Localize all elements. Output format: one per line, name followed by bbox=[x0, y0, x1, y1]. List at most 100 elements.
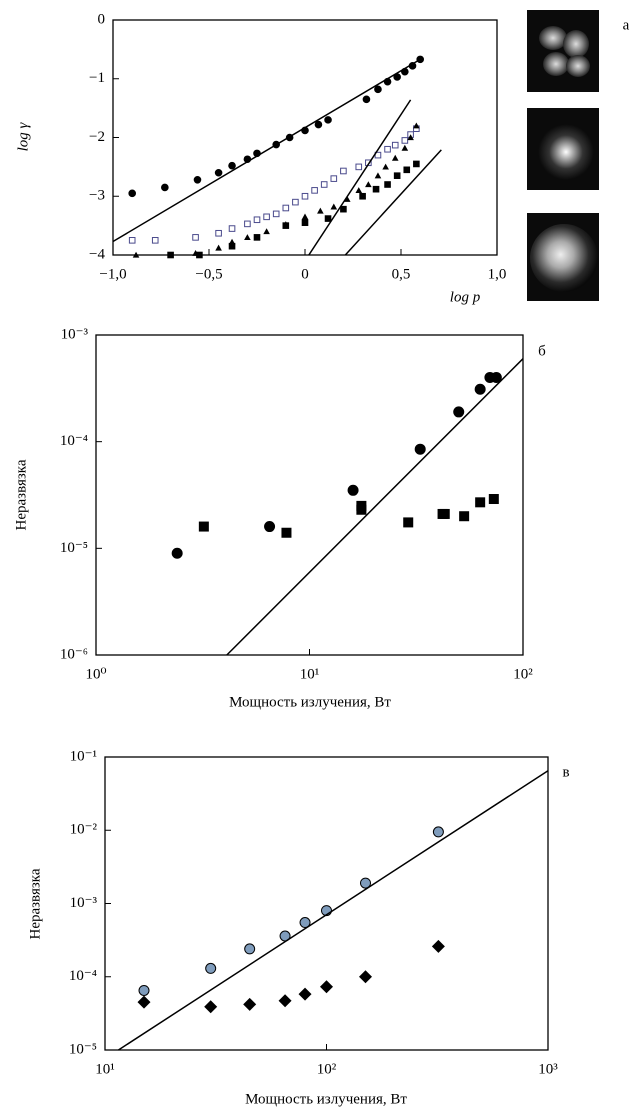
point bbox=[362, 95, 371, 104]
point bbox=[171, 547, 183, 559]
point bbox=[384, 181, 391, 188]
plot-frame bbox=[95, 334, 524, 656]
point bbox=[272, 210, 280, 218]
x-tick-label: 10² bbox=[513, 666, 533, 682]
y-tick-label: 10⁻⁴ bbox=[60, 433, 88, 449]
point bbox=[298, 987, 312, 1001]
x-tick-label: 10³ bbox=[538, 1061, 558, 1077]
y-tick-label: 10⁻⁶ bbox=[60, 646, 88, 662]
point bbox=[475, 497, 486, 508]
point bbox=[299, 917, 311, 929]
point bbox=[340, 205, 347, 213]
x-tick-label: 0 bbox=[301, 266, 309, 282]
point bbox=[324, 116, 332, 124]
point bbox=[282, 204, 290, 212]
point bbox=[161, 183, 169, 192]
panel-label: в bbox=[562, 764, 569, 780]
point bbox=[359, 192, 366, 200]
y-tick-label: 10⁻¹ bbox=[70, 748, 97, 764]
point bbox=[278, 994, 292, 1008]
point bbox=[311, 187, 318, 194]
point bbox=[439, 508, 450, 519]
point bbox=[407, 134, 414, 141]
point bbox=[403, 517, 414, 528]
point bbox=[205, 962, 217, 974]
point bbox=[391, 154, 399, 161]
beam-lobe bbox=[539, 26, 567, 50]
point bbox=[320, 980, 333, 994]
point bbox=[431, 939, 445, 953]
y-tick-label: −2 bbox=[89, 129, 105, 145]
fit-line bbox=[226, 358, 524, 656]
point bbox=[244, 943, 256, 955]
point bbox=[384, 145, 391, 153]
point bbox=[347, 484, 359, 496]
point bbox=[151, 237, 159, 244]
x-axis-label: Мощность излучения, Вт bbox=[245, 1091, 407, 1107]
point bbox=[374, 172, 382, 179]
point bbox=[432, 826, 444, 838]
y-tick-label: 10⁻² bbox=[70, 822, 98, 838]
beam-lobe bbox=[563, 30, 589, 58]
point bbox=[340, 167, 347, 175]
point bbox=[214, 168, 223, 177]
point bbox=[393, 172, 401, 179]
point bbox=[243, 997, 257, 1011]
point bbox=[330, 203, 338, 210]
point bbox=[401, 144, 409, 151]
point bbox=[365, 181, 372, 188]
y-tick-label: −3 bbox=[89, 188, 105, 204]
y-tick-label: 0 bbox=[98, 11, 106, 27]
y-axis-label: Неразвязка bbox=[27, 868, 43, 939]
beam-lobe bbox=[566, 55, 590, 77]
x-tick-label: −0,5 bbox=[195, 266, 222, 282]
x-tick-label: 1,0 bbox=[488, 266, 507, 282]
x-tick-label: 10¹ bbox=[95, 1061, 115, 1077]
point bbox=[215, 244, 222, 251]
point bbox=[244, 234, 251, 241]
point bbox=[301, 219, 309, 226]
point bbox=[413, 122, 420, 129]
panel-label: а bbox=[623, 17, 630, 33]
point bbox=[228, 161, 236, 170]
point bbox=[128, 189, 136, 198]
x-axis-label: log p bbox=[450, 289, 481, 305]
point bbox=[253, 234, 261, 241]
point bbox=[138, 984, 150, 996]
plot-frame bbox=[104, 756, 549, 1051]
point bbox=[301, 213, 309, 220]
point bbox=[488, 494, 499, 505]
point bbox=[132, 251, 140, 258]
point bbox=[359, 970, 373, 984]
point bbox=[374, 85, 382, 94]
point bbox=[324, 215, 332, 222]
point bbox=[453, 406, 465, 418]
point bbox=[198, 521, 209, 532]
point bbox=[301, 192, 309, 200]
point bbox=[253, 216, 261, 224]
point bbox=[413, 160, 420, 168]
point bbox=[403, 166, 411, 174]
point bbox=[137, 995, 151, 1009]
beam-lobe bbox=[543, 52, 569, 76]
y-tick-label: 10⁻⁵ bbox=[60, 540, 88, 556]
point bbox=[391, 141, 399, 149]
point bbox=[193, 176, 202, 184]
beam-images bbox=[527, 10, 599, 301]
point bbox=[128, 237, 136, 244]
point bbox=[281, 527, 292, 538]
point bbox=[263, 228, 270, 235]
point bbox=[215, 229, 222, 237]
point bbox=[382, 163, 389, 170]
fit-line bbox=[344, 149, 442, 256]
fit-line bbox=[118, 770, 549, 1051]
point bbox=[192, 234, 199, 241]
y-tick-label: 10⁻⁴ bbox=[69, 968, 97, 984]
point bbox=[196, 251, 203, 259]
point bbox=[355, 187, 363, 194]
point bbox=[330, 175, 338, 182]
beam-image bbox=[527, 10, 599, 92]
x-tick-label: 0,5 bbox=[392, 266, 411, 282]
x-tick-label: −1,0 bbox=[99, 266, 126, 282]
